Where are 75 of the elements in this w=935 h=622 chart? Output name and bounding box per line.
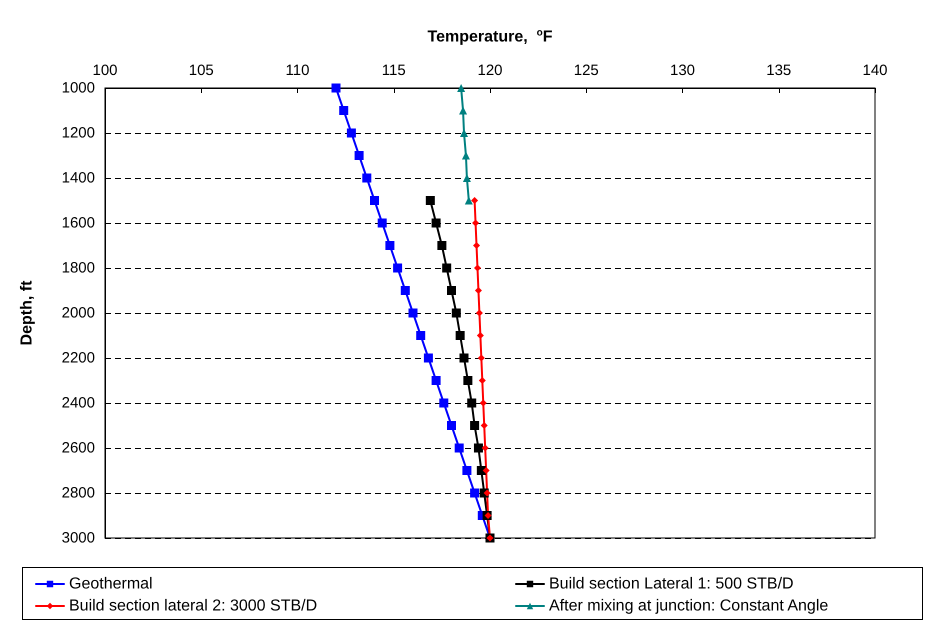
x-tick-label: 135	[766, 62, 792, 79]
y-tick-label: 1600	[62, 214, 95, 232]
point	[478, 354, 485, 362]
point	[480, 422, 488, 429]
point	[370, 196, 379, 205]
point	[462, 174, 471, 182]
point	[484, 490, 491, 496]
x-tick-label: 105	[188, 62, 214, 79]
y-tick-label: 2000	[62, 304, 95, 322]
point	[463, 376, 472, 385]
legend-label: After mixing at junction: Constant Angle	[549, 598, 828, 614]
point	[480, 400, 487, 406]
x-tick-label: 110	[286, 62, 310, 79]
point	[346, 128, 356, 138]
point	[408, 308, 418, 318]
point	[482, 467, 490, 474]
y-tick-label: 1800	[62, 260, 95, 276]
point	[459, 106, 468, 114]
point	[400, 286, 410, 295]
point	[432, 218, 441, 228]
point	[447, 421, 456, 430]
point	[462, 466, 472, 475]
point	[378, 218, 387, 228]
x-tick-label: 130	[670, 62, 696, 79]
point	[476, 332, 484, 339]
point	[471, 197, 478, 204]
point	[470, 421, 480, 430]
point	[456, 331, 465, 340]
point	[416, 331, 426, 340]
point	[332, 84, 340, 92]
point	[424, 354, 433, 362]
point	[432, 376, 441, 385]
y-tick-label: 2600	[62, 440, 95, 456]
y-tick-label: 1200	[62, 124, 95, 142]
point	[472, 220, 480, 226]
y-tick-label: 1400	[62, 170, 95, 186]
point	[457, 84, 466, 92]
x-tick-label: 120	[477, 62, 503, 79]
y-tick-label: 2800	[62, 484, 95, 502]
point	[470, 488, 480, 498]
point	[460, 354, 469, 362]
y-tick-label: 3000	[62, 530, 95, 546]
point	[476, 310, 483, 316]
point	[437, 241, 446, 250]
point	[362, 174, 372, 182]
point	[474, 264, 481, 272]
point	[454, 444, 464, 452]
point	[393, 264, 402, 272]
y-axis-title: Depth, ft	[18, 280, 36, 346]
legend-label: Build section lateral 2: 3000 STB/D	[69, 598, 318, 614]
point	[354, 151, 364, 160]
point	[452, 308, 461, 318]
x-tick-label: 125	[574, 62, 599, 79]
point	[473, 242, 480, 249]
x-tick-label: 115	[382, 62, 406, 79]
point	[385, 241, 394, 250]
point	[442, 264, 452, 272]
point	[478, 377, 486, 384]
legend-label: Geothermal	[69, 576, 153, 592]
y-tick-label: 2400	[62, 394, 95, 412]
point	[460, 129, 468, 137]
x-tick-label: 140	[862, 62, 888, 79]
x-tick-label: 100	[92, 62, 118, 79]
y-tick-label: 1000	[62, 80, 95, 96]
y-tick-label: 2200	[62, 350, 95, 366]
legend-label: Build section Lateral 1: 500 STB/D	[549, 576, 794, 592]
point	[339, 106, 348, 115]
point	[474, 287, 482, 294]
point	[462, 152, 470, 160]
point	[439, 398, 448, 408]
point	[426, 196, 435, 205]
point	[482, 444, 489, 452]
point	[474, 444, 483, 452]
point	[467, 398, 476, 408]
point	[447, 286, 456, 295]
